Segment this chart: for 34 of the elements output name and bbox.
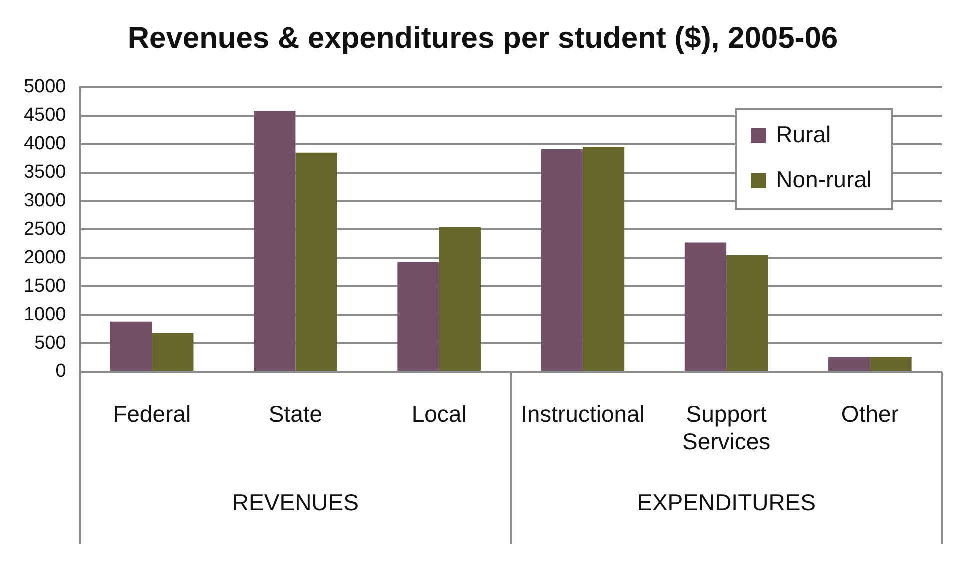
y-tick-label: 4000 [24,134,66,155]
x-tick-label: Instructional [520,401,645,428]
y-tick-label: 1500 [24,276,66,297]
y-tick-label: 0 [56,361,66,382]
text: EXPENDITURES [637,489,816,516]
x-tick-label: Support Services [682,401,771,455]
x-tick-label: State [268,401,323,428]
y-tick-label: 5000 [24,76,66,98]
bar [541,149,583,371]
y-tick-label: 3500 [24,162,66,184]
legend-label: Non-rural [776,166,872,193]
bar [684,242,727,371]
bar [828,357,870,371]
legend-label: Rural [776,122,832,148]
bar [870,357,912,371]
y-tick-label: 4500 [24,105,66,126]
y-tick-label: 3000 [24,190,66,212]
x-tick-label: Federal [113,401,192,428]
bar [152,333,194,371]
chart-title: Revenues & expenditures per student ($), 2005-06 [126,22,840,57]
y-tick-label: 1000 [24,304,66,326]
bar [726,255,768,371]
bar [254,111,296,371]
x-tick-label: Local [412,401,467,428]
y-tick-label: 2000 [24,247,66,268]
bar [110,322,152,371]
bar [582,147,625,371]
x-tick-label: Other [841,401,900,428]
y-tick-label: 500 [34,332,66,354]
bar [439,227,481,371]
bar [296,152,338,371]
bar [398,262,440,371]
y-tick-label: 2500 [24,218,66,240]
text: REVENUES [232,489,359,516]
